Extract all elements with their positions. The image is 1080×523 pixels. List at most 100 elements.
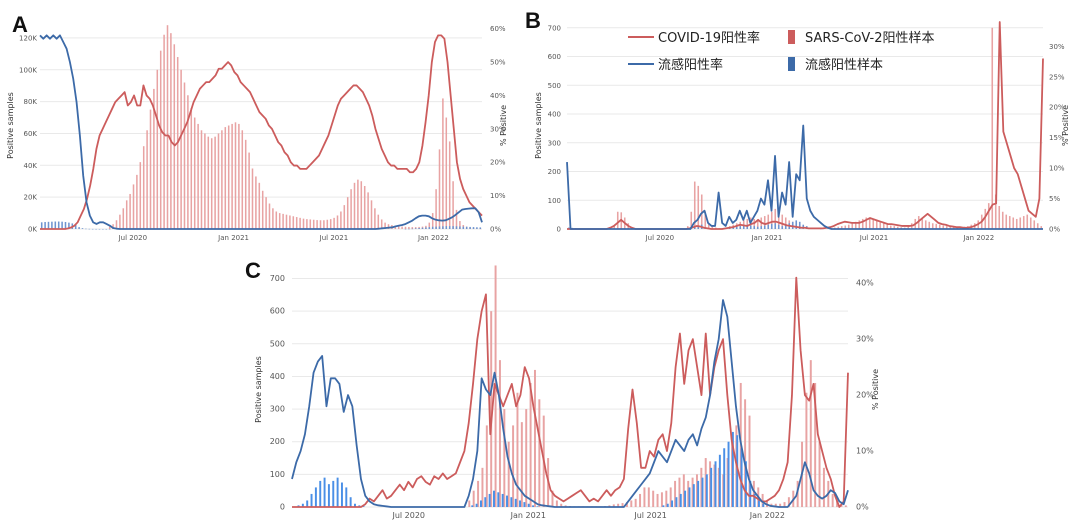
panel-c-covid-bar: [503, 409, 506, 507]
panel-b-x-tick-label: Jul 2020: [645, 234, 675, 242]
panel-b-flu-rate-line: [566, 124, 1043, 230]
panel-a-flu-bar: [448, 226, 451, 229]
panel-c-flu-bar: [527, 503, 530, 507]
panel-a-covid-bar: [115, 220, 118, 229]
panel-b-flu-bar: [784, 224, 787, 229]
panel-c-flu-bar: [692, 484, 695, 507]
panel-a-x-tick-label: Jul 2021: [319, 234, 349, 242]
panel-a-covid-bar: [367, 192, 369, 229]
panel-a-flu-bar: [51, 221, 53, 229]
panel-b-covid-bar: [844, 225, 847, 229]
panel-c-covid-bar: [516, 392, 519, 507]
legend-flu-samples-swatch: [788, 57, 795, 71]
panel-b-covid-bar: [896, 226, 899, 229]
panel-c-flu-bar: [510, 497, 513, 507]
panel-a-covid-bar: [292, 216, 295, 229]
panel-b-covid-bar: [777, 210, 780, 229]
panel-a-covid-bar: [163, 34, 165, 229]
panel-c-covid-bar: [468, 500, 471, 507]
panel-a-y-tick-label: 40K: [24, 162, 38, 170]
panel-a-covid-bar: [282, 213, 284, 229]
panel-a-flu-bar: [472, 227, 475, 229]
panel-c-flu-bar: [536, 506, 539, 507]
panel-c-flu-bar: [336, 477, 339, 508]
panel-c-y2-tick-label: 30%: [856, 335, 874, 344]
panel-a-y-tick-label: 20K: [24, 194, 38, 202]
panel-a-covid-bar: [455, 209, 458, 229]
panel-b-covid-bar: [893, 226, 896, 230]
panel-b-covid-bar: [949, 226, 952, 229]
panel-a-covid-bar: [159, 50, 162, 229]
panel-b-covid-bar: [1036, 223, 1039, 229]
panel-a-flu-bar: [44, 221, 46, 229]
panel-b-covid-bar: [826, 228, 829, 229]
panel-a-covid-bar: [394, 225, 397, 229]
panel-c-covid-bar: [485, 425, 488, 507]
panel-a-y-axis-label: Positive samples: [6, 92, 15, 159]
panel-c-covid-bar: [643, 487, 646, 507]
panel-b-covid-bar: [942, 225, 945, 229]
panel-a-flu-bar: [435, 226, 437, 229]
panel-a-y-tick-label: 80K: [24, 98, 38, 106]
panel-c-covid-bar: [647, 487, 650, 507]
panel-b-covid-bar: [767, 214, 770, 230]
panel-b-flu-bar: [795, 220, 798, 230]
panel-a-y2-tick-label: 0%: [490, 226, 501, 234]
panel-b-covid-bar: [753, 218, 756, 229]
panel-a-flu-bar: [85, 228, 87, 230]
legend-covid-samples-label: SARS-CoV-2阳性样本: [805, 31, 935, 46]
panel-c-x-tick-label: Jan 2021: [510, 511, 546, 520]
panel-a-covid-bar: [360, 181, 363, 229]
panel-letter-a: A: [12, 12, 28, 37]
panel-b-covid-bar: [882, 223, 885, 229]
panel-a-covid-bar: [459, 221, 461, 229]
panel-b-covid-bar: [865, 217, 868, 229]
panel-c-flu-bar: [671, 500, 674, 507]
panel-b-x-tick-label: Jan 2022: [962, 234, 994, 242]
panel-a-covid-bar: [234, 122, 237, 229]
panel-b-flu-bar: [767, 224, 770, 229]
panel-c-flu-bar: [714, 461, 717, 507]
panel-a-flu-bar: [78, 227, 80, 229]
panel-a-y2-tick-label: 60%: [490, 25, 506, 33]
panel-c-flu-bar: [666, 503, 669, 507]
panel-a-flu-bar: [445, 226, 448, 229]
panel-b-covid-bar: [907, 226, 910, 230]
panel-a-covid-bar: [285, 214, 288, 229]
panel-b-covid-bar: [879, 221, 882, 229]
panel-c-flu-bar: [501, 493, 504, 507]
panel-b-covid-bar: [1008, 216, 1011, 229]
panel-c-flu-bar: [484, 497, 487, 507]
panel-c-flu-bar: [662, 505, 665, 507]
panel-a-covid-rate-line: [40, 34, 483, 230]
panel-a-covid-bar: [278, 213, 281, 229]
panel-a-flu-bar: [47, 221, 50, 229]
panel-a-covid-bar: [340, 211, 342, 229]
panel-a-covid-bar: [411, 227, 414, 229]
panel-c-y-axis-label: Positive samples: [254, 356, 263, 423]
panel-a-covid-bar: [312, 219, 315, 229]
panel-a-covid-bar: [214, 136, 216, 229]
panel-c-flu-bar: [314, 487, 317, 507]
panel-c-covid-bar: [652, 490, 655, 507]
panel-c-y2-axis-label: % Positive: [871, 369, 880, 410]
panel-b-covid-bar: [1001, 211, 1004, 229]
panel-c-y-tick-label: 600: [270, 307, 285, 316]
panel-a-flu-bar: [404, 228, 407, 230]
panel-a-flu-bar: [91, 228, 94, 230]
panel-a-covid-bar: [445, 117, 448, 229]
panel-a-covid-bar: [374, 208, 376, 229]
panel-c-flu-bar: [701, 477, 704, 508]
panel-b-covid-bar: [991, 27, 994, 229]
panel-c-y2-tick-label: 40%: [856, 279, 874, 288]
panel-b-y-tick-label: 700: [548, 24, 561, 32]
panel-a-covid-bar: [326, 219, 329, 229]
panel-b-y-tick-label: 400: [548, 111, 561, 119]
panel-c-flu-bar: [727, 441, 730, 507]
panel-c-covid-bar: [529, 382, 532, 507]
panel-b-y-tick-label: 0: [557, 226, 561, 234]
panel-c-covid-bar: [779, 503, 782, 507]
panel-a-covid-bar: [309, 219, 312, 229]
panel-c-y2-tick-label: 0%: [856, 503, 869, 512]
panel-a-y2-axis-label: % Positive: [499, 105, 508, 146]
